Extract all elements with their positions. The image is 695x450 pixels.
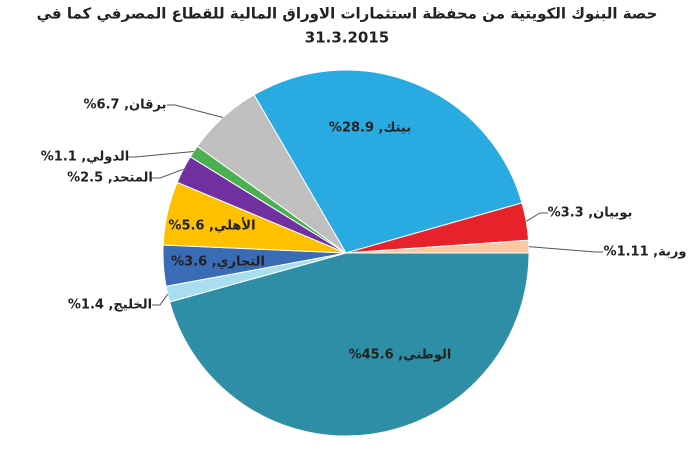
data-label: برقان, 6.7% xyxy=(84,98,167,113)
leader-line xyxy=(152,293,169,306)
pie-slice xyxy=(345,239,530,254)
chart-subtitle: 31.3.2015 xyxy=(305,29,389,47)
data-label: بوبيان, 3.3% xyxy=(548,206,633,221)
data-label: بيتك, 28.9% xyxy=(329,121,411,136)
data-label: الدولي, 1.1% xyxy=(41,150,130,165)
leader-line xyxy=(152,168,184,179)
data-label: الخليج, 1.4% xyxy=(68,298,152,313)
leader-line xyxy=(167,104,224,118)
data-label: التجاري, 3.6% xyxy=(171,255,265,270)
data-label: الأهلي, 5.6% xyxy=(168,217,255,234)
pie-slice xyxy=(169,252,530,437)
leader-line xyxy=(528,246,603,253)
pie-slice xyxy=(253,69,523,254)
data-label: وربة, 1.11% xyxy=(604,245,687,260)
data-label: المتحد, 2.5% xyxy=(67,171,153,186)
leader-line xyxy=(127,150,194,158)
chart-title: حصة البنوك الكويتية من محفظة استثمارات ا… xyxy=(37,5,658,23)
leader-line xyxy=(525,212,548,222)
data-label: الوطني, 45.6% xyxy=(349,348,452,363)
